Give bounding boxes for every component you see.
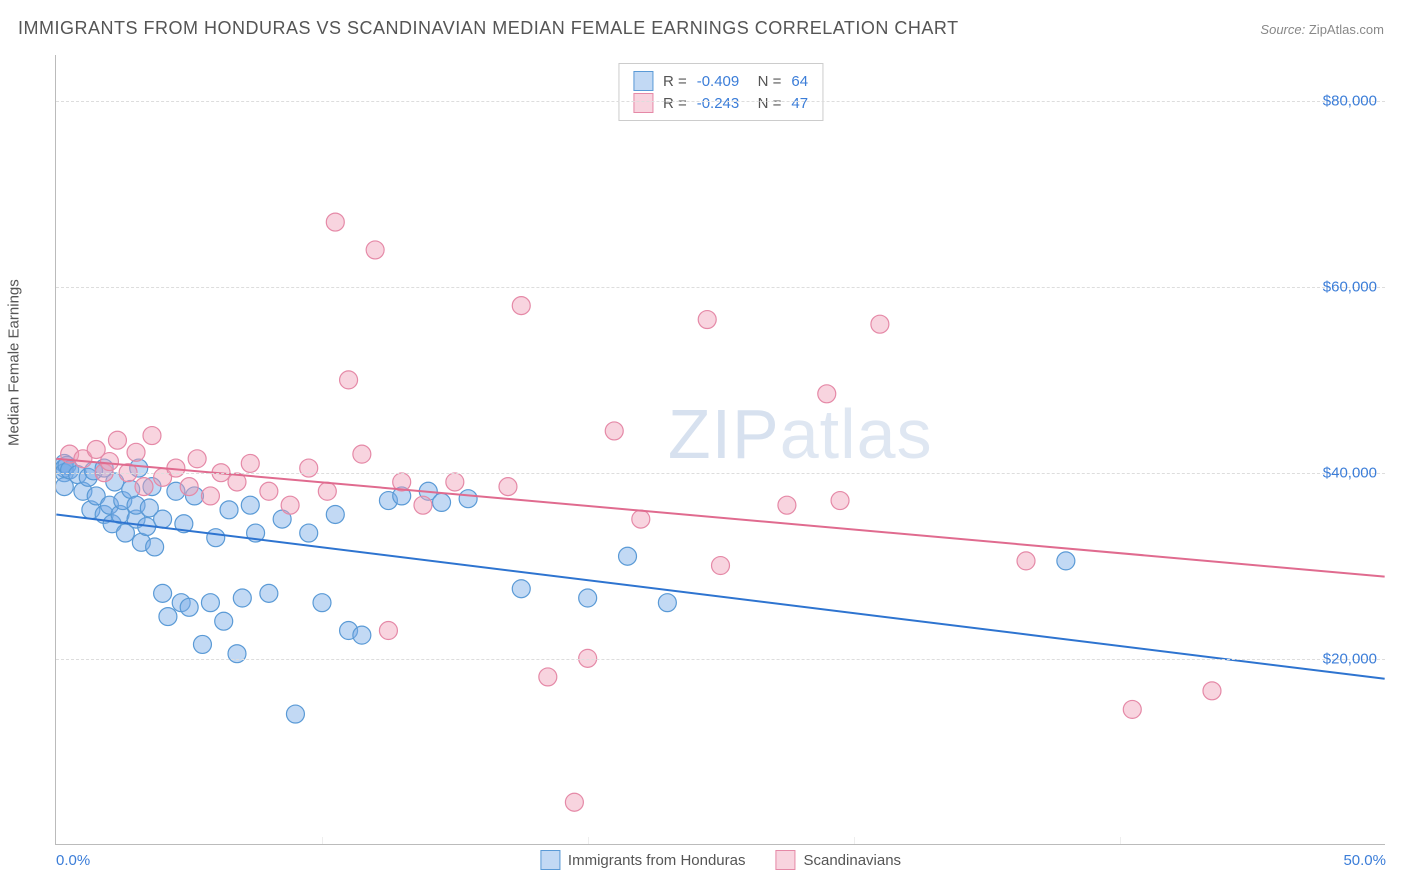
legend-item-1: Scandinavians: [775, 850, 901, 870]
scatter-point-series-0: [260, 584, 278, 602]
source-label: Source:: [1260, 22, 1305, 37]
scatter-point-series-0: [619, 547, 637, 565]
x-minor-tick: [588, 837, 589, 844]
scatter-point-series-1: [446, 473, 464, 491]
scatter-point-series-1: [366, 241, 384, 259]
scatter-point-series-1: [100, 453, 118, 471]
scatter-point-series-0: [154, 584, 172, 602]
scatter-point-series-1: [108, 431, 126, 449]
scatter-point-series-0: [215, 612, 233, 630]
scatter-point-series-1: [605, 422, 623, 440]
scatter-point-series-0: [193, 635, 211, 653]
scatter-point-series-0: [353, 626, 371, 644]
scatter-point-series-1: [300, 459, 318, 477]
series-legend: Immigrants from Honduras Scandinavians: [540, 850, 901, 870]
y-tick-label: $20,000: [1323, 651, 1377, 668]
scatter-point-series-1: [326, 213, 344, 231]
y-tick-label: $80,000: [1323, 93, 1377, 110]
swatch-series-0-b: [540, 850, 560, 870]
scatter-point-series-0: [459, 490, 477, 508]
scatter-point-series-1: [1017, 552, 1035, 570]
x-tick-label: 0.0%: [56, 852, 90, 869]
scatter-point-series-0: [300, 524, 318, 542]
scatter-point-series-1: [201, 487, 219, 505]
scatter-point-series-0: [313, 594, 331, 612]
scatter-point-series-0: [180, 598, 198, 616]
x-minor-tick: [1120, 837, 1121, 844]
scatter-point-series-1: [831, 492, 849, 510]
scatter-point-series-1: [180, 478, 198, 496]
gridline-h: [56, 659, 1385, 660]
scatter-point-series-1: [539, 668, 557, 686]
scatter-point-series-0: [207, 529, 225, 547]
scatter-point-series-1: [318, 482, 336, 500]
source-value: ZipAtlas.com: [1309, 22, 1384, 37]
x-minor-tick: [322, 837, 323, 844]
scatter-point-series-0: [241, 496, 259, 514]
y-axis-label: Median Female Earnings: [6, 279, 23, 446]
scatter-point-series-0: [159, 608, 177, 626]
scatter-point-series-0: [326, 505, 344, 523]
scatter-point-series-1: [1123, 700, 1141, 718]
scatter-point-series-1: [241, 454, 259, 472]
scatter-point-series-0: [201, 594, 219, 612]
scatter-point-series-1: [127, 443, 145, 461]
scatter-point-series-1: [414, 496, 432, 514]
y-tick-label: $40,000: [1323, 465, 1377, 482]
scatter-point-series-0: [233, 589, 251, 607]
plot-area: ZIPatlas R = -0.409 N = 64 R = -0.243 N …: [55, 55, 1385, 845]
legend-item-0: Immigrants from Honduras: [540, 850, 746, 870]
scatter-point-series-0: [1057, 552, 1075, 570]
scatter-point-series-1: [135, 478, 153, 496]
scatter-point-series-0: [433, 493, 451, 511]
scatter-point-series-0: [579, 589, 597, 607]
gridline-h: [56, 101, 1385, 102]
scatter-point-series-1: [871, 315, 889, 333]
scatter-point-series-1: [698, 311, 716, 329]
scatter-point-series-1: [281, 496, 299, 514]
scatter-point-series-0: [146, 538, 164, 556]
trend-line-series-0: [56, 514, 1384, 678]
scatter-point-series-1: [512, 297, 530, 315]
scatter-point-series-1: [818, 385, 836, 403]
scatter-point-series-0: [154, 510, 172, 528]
chart-title: IMMIGRANTS FROM HONDURAS VS SCANDINAVIAN…: [18, 18, 959, 39]
scatter-point-series-0: [658, 594, 676, 612]
legend-label-0: Immigrants from Honduras: [568, 852, 746, 869]
scatter-point-series-0: [220, 501, 238, 519]
scatter-point-series-1: [353, 445, 371, 463]
scatter-point-series-0: [286, 705, 304, 723]
scatter-point-series-1: [565, 793, 583, 811]
source-attribution: Source: ZipAtlas.com: [1260, 22, 1384, 37]
scatter-point-series-1: [712, 557, 730, 575]
scatter-point-series-1: [778, 496, 796, 514]
gridline-h: [56, 473, 1385, 474]
scatter-point-series-1: [1203, 682, 1221, 700]
scatter-point-series-1: [260, 482, 278, 500]
legend-label-1: Scandinavians: [803, 852, 901, 869]
x-minor-tick: [854, 837, 855, 844]
scatter-point-series-1: [379, 622, 397, 640]
scatter-point-series-0: [512, 580, 530, 598]
gridline-h: [56, 287, 1385, 288]
chart-svg: [56, 55, 1385, 844]
y-tick-label: $60,000: [1323, 279, 1377, 296]
scatter-point-series-1: [143, 427, 161, 445]
x-tick-label: 50.0%: [1343, 852, 1386, 869]
scatter-point-series-1: [499, 478, 517, 496]
scatter-point-series-1: [340, 371, 358, 389]
swatch-series-1-b: [775, 850, 795, 870]
scatter-point-series-1: [188, 450, 206, 468]
scatter-point-series-1: [632, 510, 650, 528]
